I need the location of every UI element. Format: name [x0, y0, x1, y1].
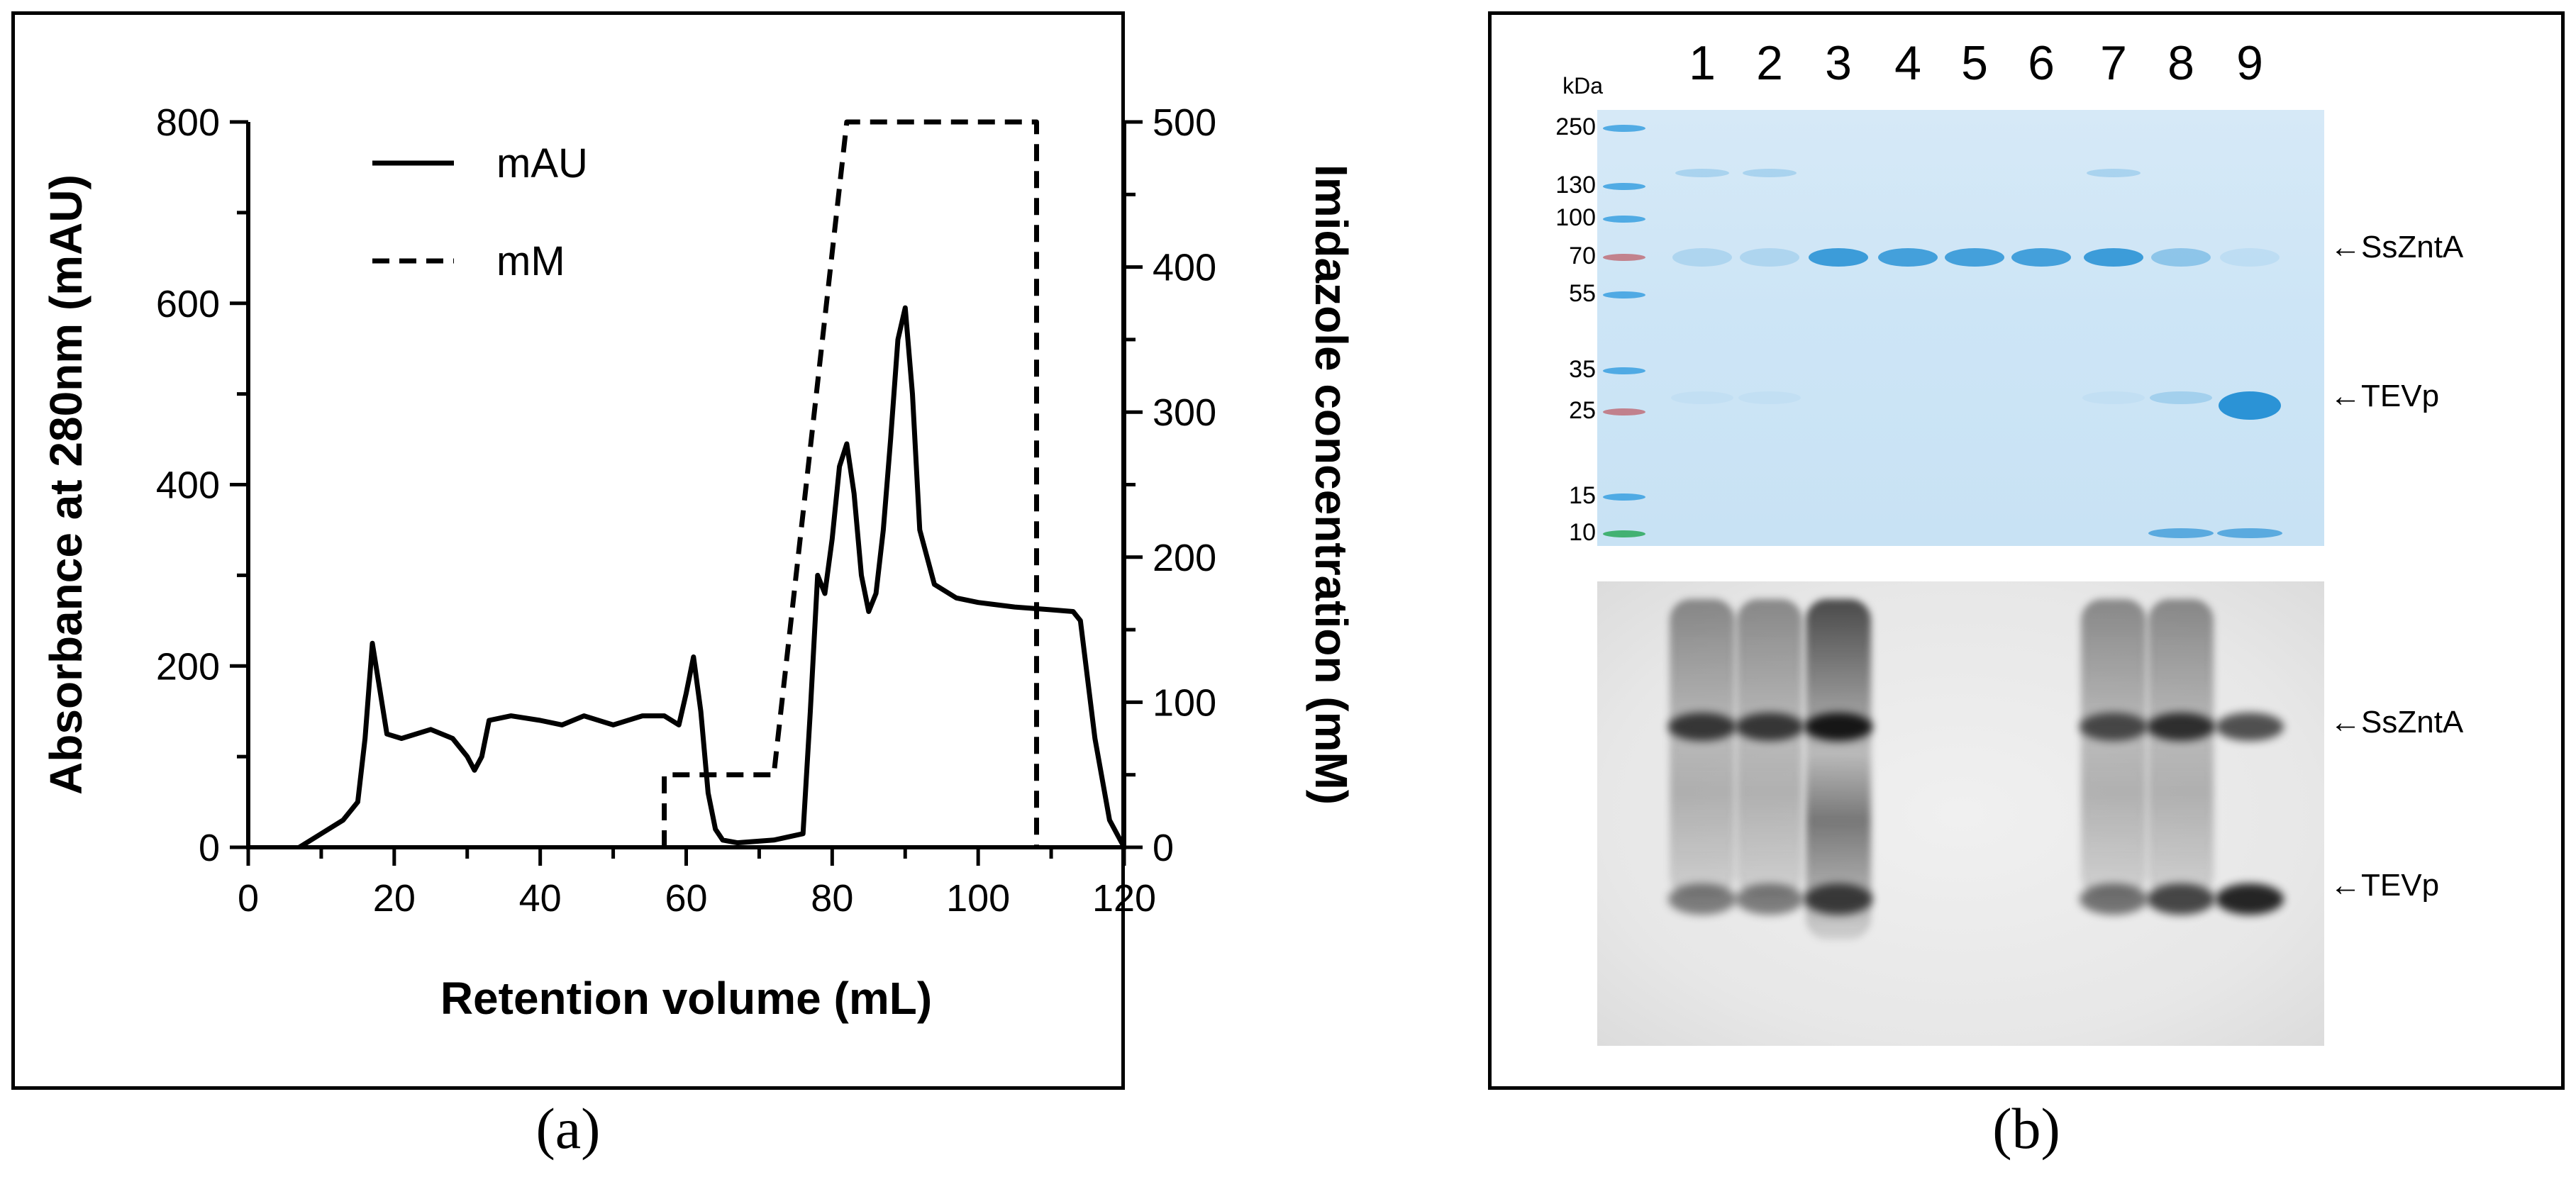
blot-smear [1670, 599, 1735, 897]
x-tick-label: 60 [665, 877, 707, 920]
stain-band-sszntA [2151, 248, 2211, 267]
y2-tick-label: 0 [1153, 827, 1174, 869]
legend-label: mAU [496, 140, 588, 186]
ladder-band [1603, 254, 1645, 261]
mw-marker-label: 250 [1555, 113, 1596, 140]
y2-tick-label: 100 [1153, 681, 1216, 724]
stain-band-sszntA [1672, 248, 1732, 267]
series-line-mAU [298, 305, 1127, 849]
mw-marker-label: 10 [1569, 519, 1596, 546]
x-tick-label: 0 [238, 877, 259, 920]
stain-band-tevp [2219, 391, 2281, 420]
y2-tick-label: 500 [1153, 101, 1216, 144]
stain-band-tevp [1738, 391, 1801, 404]
stain-low-band [2217, 528, 2282, 538]
ladder-band [1603, 408, 1645, 415]
x-axis-title: Retention volume (mL) [440, 973, 932, 1024]
stain-faint-band [1675, 169, 1729, 177]
blot-band [2216, 883, 2284, 915]
ladder-band [1603, 291, 1645, 299]
ladder-band [1603, 183, 1645, 190]
blot-smear [1806, 599, 1871, 939]
mw-marker-label: 70 [1569, 242, 1596, 269]
band-label-tevp: ←TEVp [2330, 868, 2440, 903]
blot-band [1736, 883, 1804, 915]
series-line-mM [662, 119, 1039, 847]
panel-label-a: (a) [535, 1096, 601, 1161]
coomassie-gel [1597, 110, 2324, 546]
mw-marker-label: 35 [1569, 356, 1596, 383]
mw-marker-label: 15 [1569, 482, 1596, 509]
x-tick-label: 120 [1092, 877, 1156, 920]
y2-axis-title: Imidazole concentration (mM) [1306, 164, 1357, 805]
stain-band-tevp [2150, 391, 2212, 404]
panel-label-b: (b) [1992, 1096, 2060, 1161]
lane-number: 1 [1689, 36, 1716, 90]
lane-number: 9 [2236, 36, 2263, 90]
stain-low-band [2148, 528, 2214, 538]
x-tick-label: 40 [519, 877, 562, 920]
y2-tick-label: 300 [1153, 391, 1216, 434]
stain-band-tevp [2082, 391, 2145, 404]
mw-marker-label: 100 [1555, 204, 1596, 231]
x-tick-label: 100 [946, 877, 1010, 920]
lane-number: 5 [1961, 36, 1988, 90]
band-label-ssznta: ←SsZntA [2330, 705, 2464, 740]
y-tick-label: 400 [156, 464, 220, 507]
ladder-band [1603, 216, 1645, 223]
ladder-band [1603, 530, 1645, 537]
stain-band-sszntA [2011, 248, 2071, 267]
mw-marker-label: 130 [1555, 172, 1596, 199]
y-tick-label: 800 [156, 101, 220, 144]
lane-number: 8 [2167, 36, 2194, 90]
stain-band-sszntA [1740, 248, 1799, 267]
y2-tick-label: 200 [1153, 537, 1216, 579]
lane-number: 2 [1756, 36, 1783, 90]
y-tick-label: 200 [156, 645, 220, 688]
lane-number: 7 [2100, 36, 2127, 90]
ladder-band [1603, 367, 1645, 374]
y-axis-title: Absorbance at 280nm (mAU) [40, 174, 91, 795]
lane-number: 6 [2028, 36, 2055, 90]
panel-a-frame [11, 11, 1125, 1090]
ladder-band [1603, 125, 1645, 132]
y2-tick-label: 400 [1153, 247, 1216, 289]
blot-band [1668, 713, 1736, 741]
blot-band [1668, 883, 1736, 915]
band-label-ssznta: ←SsZntA [2330, 230, 2464, 264]
stain-faint-band [1743, 169, 1797, 177]
mw-marker-label: 55 [1569, 280, 1596, 307]
lane-number: 3 [1825, 36, 1852, 90]
western-blot [1597, 581, 2324, 1046]
stain-band-sszntA [1878, 248, 1938, 267]
stain-band-sszntA [2084, 248, 2143, 267]
y-tick-label: 0 [199, 827, 220, 869]
blot-smear [2148, 599, 2214, 897]
blot-band [1736, 713, 1804, 741]
blot-smear [2081, 599, 2146, 897]
stain-band-tevp [1671, 391, 1733, 404]
stain-band-sszntA [1945, 248, 2004, 267]
blot-band [2147, 883, 2215, 915]
blot-band [2080, 883, 2148, 915]
legend-label: mM [496, 238, 565, 284]
mw-marker-label: 25 [1569, 397, 1596, 424]
blot-band [2080, 713, 2148, 741]
band-label-tevp: ←TEVp [2330, 379, 2440, 413]
y-tick-label: 600 [156, 283, 220, 325]
blot-smear [1737, 599, 1802, 897]
ladder-band [1603, 493, 1645, 501]
blot-band [2147, 713, 2215, 741]
x-tick-label: 20 [373, 877, 416, 920]
x-tick-label: 80 [811, 877, 853, 920]
stain-faint-band [2087, 169, 2141, 177]
stain-band-sszntA [1809, 248, 1868, 267]
lane-number: 4 [1894, 36, 1921, 90]
stain-band-sszntA [2220, 248, 2280, 267]
blot-band [2216, 713, 2284, 741]
mw-header: kDa [1562, 73, 1603, 99]
